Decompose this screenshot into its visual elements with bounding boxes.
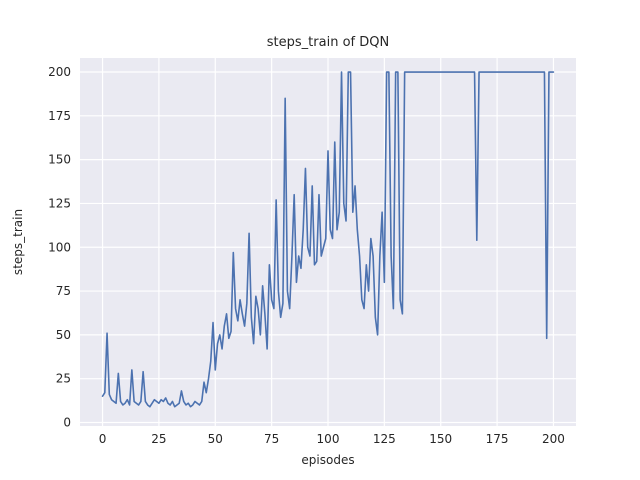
y-tick-label: 25 bbox=[56, 372, 71, 386]
gridlines bbox=[80, 58, 576, 426]
y-tick-label: 75 bbox=[56, 284, 71, 298]
x-tick-label: 175 bbox=[486, 432, 509, 446]
y-tick-label: 150 bbox=[48, 153, 71, 167]
y-tick-label: 0 bbox=[63, 415, 71, 429]
y-axis-label: steps_train bbox=[11, 209, 25, 275]
x-axis-label: episodes bbox=[301, 453, 354, 467]
x-tick-label: 150 bbox=[429, 432, 452, 446]
y-tick-label: 125 bbox=[48, 196, 71, 210]
chart-title: steps_train of DQN bbox=[267, 35, 389, 50]
x-tick-label: 75 bbox=[264, 432, 279, 446]
x-tick-label: 100 bbox=[317, 432, 340, 446]
series-line bbox=[101, 71, 555, 408]
y-tick-labels: 0 25 50 75 100 125 150 175 200 bbox=[48, 65, 71, 429]
y-tick-label: 50 bbox=[56, 328, 71, 342]
y-tick-label: 100 bbox=[48, 240, 71, 254]
x-tick-label: 0 bbox=[99, 432, 107, 446]
x-tick-labels: 0 25 50 75 100 125 150 175 200 bbox=[99, 432, 565, 446]
steps-train-line bbox=[101, 71, 555, 408]
x-tick-label: 125 bbox=[373, 432, 396, 446]
y-tick-label: 175 bbox=[48, 109, 71, 123]
x-tick-label: 25 bbox=[151, 432, 166, 446]
y-tick-label: 200 bbox=[48, 65, 71, 79]
x-tick-label: 200 bbox=[542, 432, 565, 446]
x-tick-label: 50 bbox=[208, 432, 223, 446]
